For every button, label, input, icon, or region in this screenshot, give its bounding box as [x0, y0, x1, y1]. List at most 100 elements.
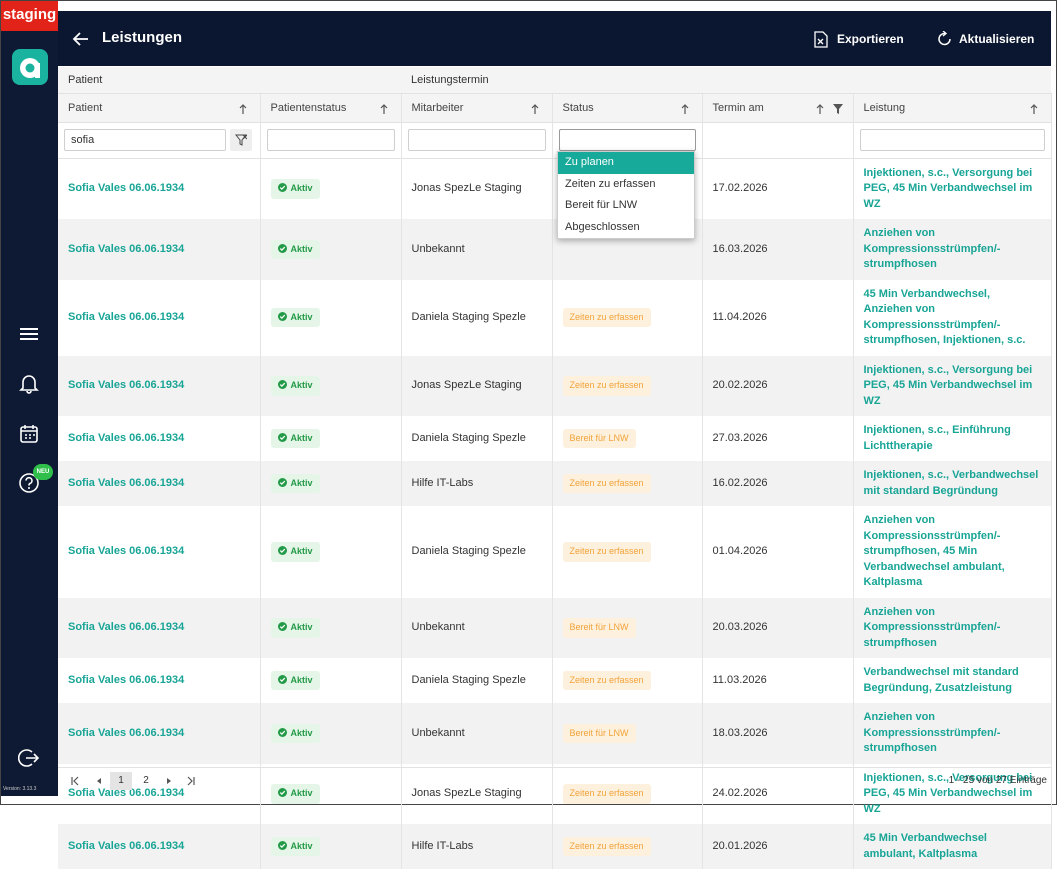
- sort-icon[interactable]: [680, 103, 690, 115]
- service-link[interactable]: Anziehen von Kompressionsstrümpfen/-stru…: [863, 514, 1005, 588]
- column-header[interactable]: Patientenstatus: [260, 93, 402, 123]
- table-row[interactable]: Sofia Vales 06.06.1934 Aktiv Daniela Stagi…: [58, 506, 1052, 598]
- filter-input[interactable]: [558, 129, 696, 151]
- patient-status-cell: Aktiv: [260, 506, 402, 598]
- status-option[interactable]: Zu planen: [558, 152, 694, 174]
- patient-link[interactable]: Sofia Vales 06.06.1934: [68, 787, 185, 799]
- employee-name: Jonas SpezLe Staging: [411, 182, 522, 194]
- status-pill: Zeiten zu erfassen: [562, 784, 651, 804]
- patient-link[interactable]: Sofia Vales 06.06.1934: [68, 431, 185, 444]
- patient-status-cell: Aktiv: [260, 658, 402, 703]
- service-link[interactable]: Verbandwechsel mit standard Begründung, …: [863, 666, 1019, 694]
- appointment-date: 27.03.2026: [712, 431, 768, 444]
- page-button[interactable]: 2: [143, 775, 149, 786]
- table-row[interactable]: Sofia Vales 06.06.1934 Aktiv Hilfe IT-Labs…: [58, 824, 1052, 869]
- sort-icon[interactable]: [379, 103, 389, 115]
- column-title: Patientenstatus: [270, 101, 347, 114]
- calendar-icon[interactable]: [18, 423, 40, 445]
- group-header-row: Patient Leistungstermin: [58, 67, 1052, 94]
- filter-input[interactable]: [859, 129, 1045, 151]
- refresh-button[interactable]: Aktualisieren: [959, 32, 1035, 46]
- patient-link[interactable]: Sofia Vales 06.06.1934: [68, 310, 185, 323]
- date-cell: 11.03.2026: [702, 658, 854, 703]
- back-button[interactable]: [72, 31, 90, 47]
- check-icon: [277, 380, 287, 389]
- service-link[interactable]: Anziehen von Kompressionsstrümpfen/-stru…: [863, 711, 1001, 754]
- status-option[interactable]: Abgeschlossen: [565, 220, 640, 233]
- service-cell: 45 Min Verbandwechsel ambulant, Kaltplas…: [853, 824, 1052, 869]
- export-button[interactable]: Exportieren: [837, 32, 904, 46]
- previous-page[interactable]: [88, 772, 110, 790]
- table-row[interactable]: Sofia Vales 06.06.1934 Aktiv Jonas SpezLe …: [58, 158, 1052, 219]
- next-page[interactable]: [158, 772, 180, 790]
- patient-link[interactable]: Sofia Vales 06.06.1934: [68, 476, 185, 489]
- menu-icon[interactable]: [18, 326, 40, 342]
- status-option[interactable]: Zeiten zu erfassen: [565, 177, 656, 190]
- sort-icon[interactable]: [238, 103, 248, 115]
- table-row[interactable]: Sofia Vales 06.06.1934 Aktiv Jonas SpezLe …: [58, 355, 1052, 416]
- table-row[interactable]: Sofia Vales 06.06.1934 Aktiv Daniela Stagi…: [58, 416, 1052, 461]
- first-page[interactable]: [64, 772, 86, 790]
- patient-link[interactable]: Sofia Vales 06.06.1934: [68, 726, 185, 739]
- service-link[interactable]: 45 Min Verbandwechsel, Anziehen von Komp…: [863, 287, 1026, 347]
- patient-link[interactable]: Sofia Vales 06.06.1934: [68, 182, 185, 194]
- sort-icon[interactable]: [530, 103, 540, 115]
- column-header[interactable]: Status: [552, 93, 703, 123]
- patient-cell: Sofia Vales 06.06.1934: [58, 824, 261, 869]
- filter-input[interactable]: [407, 129, 546, 151]
- last-page[interactable]: [180, 772, 202, 790]
- status-option[interactable]: Bereit für LNW: [565, 199, 638, 211]
- service-cell: Verbandwechsel mit standard Begründung, …: [853, 658, 1052, 703]
- appointment-date: 17.02.2026: [712, 182, 768, 194]
- sort-icon[interactable]: [1029, 103, 1039, 115]
- status-cell: Zeiten zu erfassen: [552, 461, 703, 506]
- patient-cell: Sofia Vales 06.06.1934: [58, 597, 261, 658]
- patient-link[interactable]: Sofia Vales 06.06.1934: [68, 673, 185, 686]
- service-link[interactable]: Injektionen, s.c., Versorgung bei PEG, 4…: [863, 363, 1033, 407]
- patient-link[interactable]: Sofia Vales 06.06.1934: [68, 621, 185, 633]
- filter-input[interactable]: sofia: [64, 129, 226, 151]
- patient-link[interactable]: Sofia Vales 06.06.1934: [68, 379, 185, 391]
- page-button[interactable]: 1: [110, 772, 132, 790]
- logout-icon[interactable]: [18, 747, 40, 769]
- patient-status-text: Aktiv: [290, 727, 313, 738]
- help-icon[interactable]: [18, 472, 40, 494]
- service-link[interactable]: Injektionen, s.c., Versorgung bei PEG, 4…: [863, 166, 1033, 210]
- employee-cell: Unbekannt: [401, 597, 553, 658]
- column-header[interactable]: Termin am: [702, 93, 854, 123]
- notifications-icon[interactable]: [18, 372, 40, 394]
- employee-name: Daniela Staging Spezle: [411, 545, 526, 557]
- table-row[interactable]: Sofia Vales 06.06.1934 Aktiv Hilfe IT-Labs…: [58, 461, 1052, 506]
- table-row[interactable]: Sofia Vales 06.06.1934 Aktiv Unbekannt Bere…: [58, 597, 1052, 658]
- table-row[interactable]: Sofia Vales 06.06.1934 Aktiv Unbekannt 16.0…: [58, 219, 1052, 280]
- check-icon: [277, 674, 287, 684]
- environment-label: staging: [1, 1, 58, 31]
- patient-status-text: Aktiv: [290, 477, 313, 488]
- service-link[interactable]: Anziehen von Kompressionsstrümpfen/-stru…: [863, 227, 1001, 270]
- last-page-icon: [187, 776, 195, 786]
- patient-link[interactable]: Sofia Vales 06.06.1934: [68, 545, 185, 557]
- service-link[interactable]: Injektionen, s.c., Verbandwechsel mit st…: [863, 469, 1039, 497]
- logo[interactable]: [12, 49, 48, 85]
- column-header[interactable]: Leistung: [853, 93, 1052, 123]
- clear-filter-button[interactable]: [230, 129, 252, 151]
- service-link[interactable]: Anziehen von Kompressionsstrümpfen/-stru…: [863, 605, 1001, 649]
- filter-cell: sofia: [58, 122, 261, 159]
- filter-cell: [702, 122, 854, 159]
- filter-icon[interactable]: [832, 103, 843, 114]
- service-link[interactable]: Injektionen, s.c., Einführung Lichtthera…: [863, 424, 1011, 452]
- patient-link[interactable]: Sofia Vales 06.06.1934: [68, 242, 185, 255]
- filter-input[interactable]: [266, 129, 395, 151]
- date-cell: 27.03.2026: [702, 416, 854, 461]
- patient-link[interactable]: Sofia Vales 06.06.1934: [68, 839, 185, 852]
- patient-cell: Sofia Vales 06.06.1934: [58, 355, 261, 416]
- patient-status-text: Aktiv: [290, 243, 313, 254]
- column-header[interactable]: Patient: [58, 93, 261, 123]
- sort-icon[interactable]: [815, 103, 825, 115]
- table-row[interactable]: Sofia Vales 06.06.1934 Aktiv Daniela Stagi…: [58, 279, 1052, 356]
- service-link[interactable]: 45 Min Verbandwechsel ambulant, Kaltplas…: [863, 832, 988, 860]
- table-row[interactable]: Sofia Vales 06.06.1934 Aktiv Daniela Stagi…: [58, 658, 1052, 703]
- filter-cell: [401, 122, 553, 159]
- table-row[interactable]: Sofia Vales 06.06.1934 Aktiv Unbekannt Bere…: [58, 703, 1052, 764]
- column-header[interactable]: Mitarbeiter: [401, 93, 553, 123]
